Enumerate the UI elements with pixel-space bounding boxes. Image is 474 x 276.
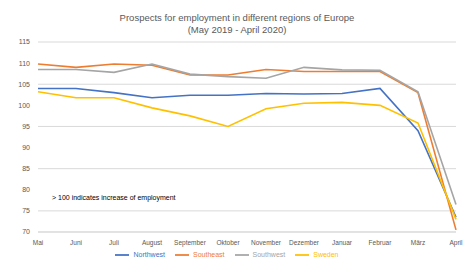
- svg-text:September: September: [174, 239, 207, 247]
- svg-text:Januar: Januar: [332, 239, 353, 246]
- svg-text:95: 95: [22, 123, 30, 130]
- html-text:Prospects for employment in di: Prospects for employment in different re…: [119, 12, 355, 23]
- svg-text:August: August: [142, 239, 162, 247]
- html-text:Northwest: Northwest: [133, 250, 165, 258]
- svg-text:Oktober: Oktober: [216, 239, 240, 246]
- svg-text:Februar: Februar: [369, 239, 393, 246]
- html-text:Southwest: Southwest: [252, 250, 286, 258]
- html-text:Southeast: Southeast: [193, 250, 225, 258]
- svg-text:75: 75: [22, 207, 30, 214]
- svg-text:Dezember: Dezember: [289, 239, 320, 246]
- html-text:Sweden: Sweden: [313, 250, 339, 258]
- svg-text:Mai: Mai: [33, 239, 43, 246]
- svg-text:115: 115: [19, 38, 30, 45]
- svg-text:November: November: [251, 239, 282, 246]
- svg-text:70: 70: [22, 228, 30, 235]
- html-text:(May 2019 - April 2020): (May 2019 - April 2020): [187, 24, 287, 35]
- svg-text:85: 85: [22, 165, 30, 172]
- svg-text:110: 110: [19, 60, 30, 67]
- svg-text:April: April: [449, 239, 463, 247]
- svg-text:März: März: [411, 239, 425, 246]
- svg-text:100: 100: [18, 102, 30, 109]
- svg-text:105: 105: [18, 81, 30, 88]
- svg-text:Juli: Juli: [109, 239, 119, 246]
- html-text:> 100 indicates increase of em: > 100 indicates increase of employment: [52, 194, 176, 201]
- svg-text:90: 90: [22, 144, 30, 151]
- svg-text:Juni: Juni: [70, 239, 82, 246]
- svg-text:80: 80: [22, 186, 30, 193]
